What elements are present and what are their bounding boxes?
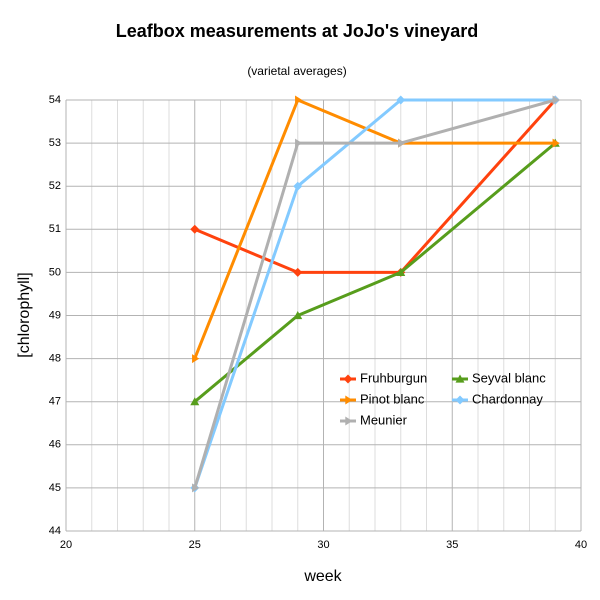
line <box>193 141 557 403</box>
marker <box>190 224 200 234</box>
marker <box>552 95 560 105</box>
y-tick-label: 50 <box>49 266 61 278</box>
chart-subtitle: (varietal averages) <box>247 64 346 78</box>
y-tick-label: 52 <box>49 180 61 192</box>
marker <box>293 181 303 191</box>
legend-label: Fruhburgun <box>360 370 427 385</box>
legend-label: Meunier <box>360 412 408 427</box>
y-tick-label: 54 <box>49 94 61 106</box>
marker <box>192 483 200 493</box>
marker <box>552 138 560 148</box>
legend-label: Seyval blanc <box>472 370 546 385</box>
y-tick-label: 46 <box>49 439 61 451</box>
marker <box>293 311 303 320</box>
marker <box>295 138 303 148</box>
y-tick-label: 48 <box>49 353 61 365</box>
marker <box>343 374 353 384</box>
y-tick-label: 45 <box>49 482 61 494</box>
legend-label: Pinot blanc <box>360 391 425 406</box>
y-tick-label: 44 <box>49 525 61 537</box>
marker <box>396 267 406 276</box>
legend-label: Chardonnay <box>472 391 543 406</box>
x-tick-label: 25 <box>189 539 201 551</box>
x-tick-label: 35 <box>446 539 458 551</box>
marker <box>293 267 303 277</box>
chart-title: Leafbox measurements at JoJo's vineyard <box>116 21 478 41</box>
line <box>193 98 556 489</box>
y-tick-label: 53 <box>49 137 61 149</box>
marker <box>295 95 303 105</box>
marker <box>398 138 406 148</box>
y-tick-label: 51 <box>49 223 61 235</box>
marker <box>345 416 353 426</box>
marker <box>190 397 200 406</box>
line <box>193 98 556 360</box>
y-axis-label: [chlorophyll] <box>16 272 33 357</box>
line <box>194 98 557 274</box>
marker <box>455 374 465 383</box>
x-axis-label: week <box>303 568 342 585</box>
marker <box>396 95 406 105</box>
x-tick-label: 40 <box>575 539 587 551</box>
marker <box>192 354 200 364</box>
y-tick-label: 47 <box>49 396 61 408</box>
x-tick-label: 30 <box>317 539 329 551</box>
y-tick-label: 49 <box>49 309 61 321</box>
marker <box>455 395 465 405</box>
marker <box>345 395 353 405</box>
x-tick-label: 20 <box>60 539 72 551</box>
